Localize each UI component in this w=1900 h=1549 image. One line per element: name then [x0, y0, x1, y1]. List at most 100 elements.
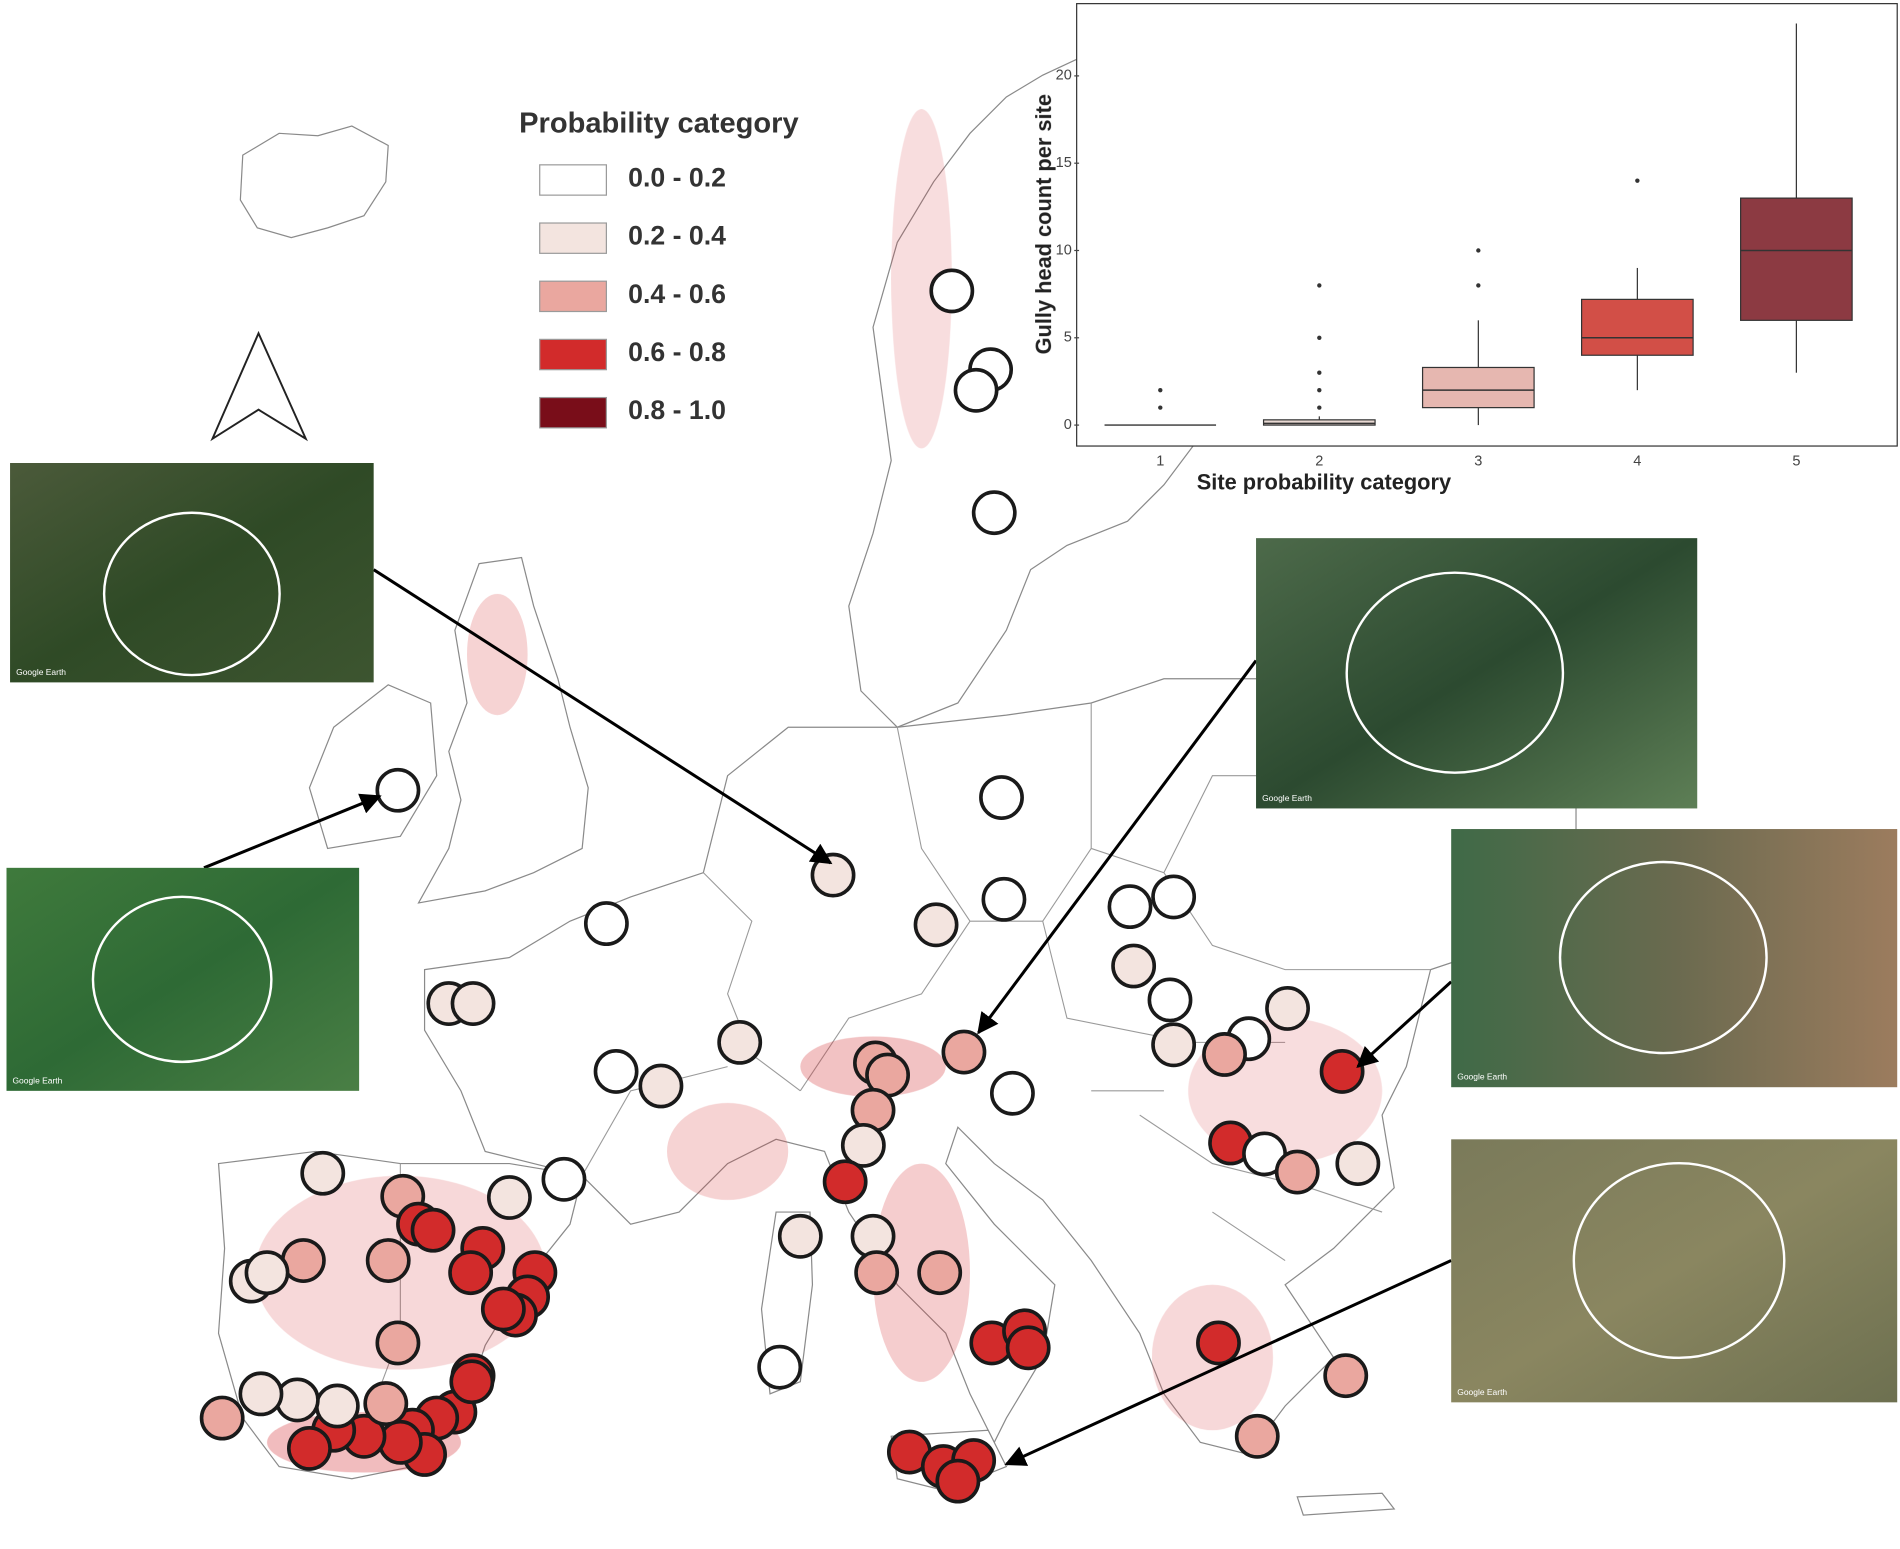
- site-marker: [989, 1070, 1035, 1116]
- y-axis-label: Gully head count per site: [1031, 94, 1056, 354]
- outlier: [1317, 283, 1322, 288]
- site-marker: [971, 490, 1017, 536]
- site-marker: [363, 1381, 409, 1426]
- site-boundary: [91, 895, 273, 1064]
- legend-label: 0.0 - 0.2: [628, 162, 726, 192]
- site-marker: [1335, 1141, 1381, 1186]
- uk: [417, 556, 589, 904]
- x-tick-label: 4: [1633, 454, 1641, 470]
- pointer-arrow: [372, 568, 833, 865]
- legend: Probability category 0.0 - 0.2 0.2 - 0.4 0…: [519, 108, 799, 429]
- site-marker: [541, 1156, 587, 1202]
- satellite-image: [1451, 1139, 1898, 1403]
- site-marker: [638, 1063, 684, 1109]
- legend-swatch: [539, 338, 607, 371]
- box: [1262, 419, 1376, 426]
- site-marker: [448, 1250, 494, 1296]
- satellite-image: [1256, 538, 1698, 809]
- site-marker: [1196, 1320, 1241, 1366]
- site-marker: [375, 1320, 421, 1366]
- site-marker: [854, 1250, 900, 1296]
- box: [1580, 298, 1694, 356]
- y-tick-label: 10: [1056, 242, 1072, 258]
- legend-swatch: [539, 164, 607, 196]
- site-marker: [840, 1122, 886, 1168]
- legend-label: 0.4 - 0.6: [628, 279, 726, 309]
- outlier: [1158, 405, 1163, 410]
- site-marker: [287, 1425, 332, 1471]
- site-marker: [935, 1458, 981, 1504]
- ireland: [308, 684, 438, 850]
- north-arrow: [210, 330, 308, 442]
- legend-label: 0.6 - 0.8: [628, 337, 726, 367]
- outlier: [1317, 387, 1322, 393]
- legend-label: 0.8 - 1.0: [628, 395, 726, 425]
- site-marker: [274, 1377, 320, 1423]
- site-marker: [1151, 1022, 1197, 1068]
- site-boundary: [102, 511, 281, 677]
- site-marker: [377, 1419, 423, 1465]
- site-boundary: [1558, 860, 1768, 1055]
- imagery-credit: Google Earth: [1457, 1387, 1507, 1397]
- site-marker: [199, 1395, 245, 1441]
- site-boundary: [1572, 1162, 1786, 1360]
- site-marker: [375, 767, 421, 813]
- site-marker: [410, 1207, 456, 1253]
- site-marker: [1265, 986, 1310, 1031]
- imagery-credit: Google Earth: [1262, 793, 1312, 803]
- outlier: [1635, 178, 1640, 183]
- site-marker: [449, 1359, 495, 1405]
- iceland: [239, 125, 389, 239]
- x-tick-label: 1: [1156, 454, 1164, 470]
- outlier: [1476, 248, 1481, 253]
- outlier: [1317, 370, 1322, 375]
- site-marker: [1151, 874, 1197, 920]
- site-marker: [314, 1383, 360, 1429]
- site-marker: [917, 1250, 963, 1296]
- pointer-arrow: [1004, 1259, 1452, 1466]
- site-marker: [810, 852, 856, 898]
- outlier: [1158, 387, 1163, 393]
- legend-title: Probability category: [519, 108, 799, 140]
- legend-label: 0.2 - 0.4: [628, 221, 726, 251]
- satellite-image: [10, 463, 374, 683]
- pointer-arrow: [977, 659, 1258, 1035]
- site-marker: [777, 1213, 823, 1259]
- legend-swatch: [539, 396, 607, 429]
- satellite-image: [6, 867, 360, 1091]
- site-marker: [981, 876, 1027, 922]
- site-marker: [717, 1019, 763, 1065]
- crete: [1296, 1492, 1396, 1516]
- site-marker: [593, 1049, 639, 1094]
- box: [1421, 366, 1535, 409]
- satellite-insets: Google Earth Google Earth Google Earth Goog…: [6, 463, 1898, 1466]
- legend-swatch: [539, 280, 607, 313]
- site-marker: [365, 1238, 411, 1283]
- site-marker: [757, 1344, 803, 1390]
- site-marker: [1323, 1353, 1369, 1399]
- outlier: [1317, 405, 1322, 410]
- site-marker: [486, 1175, 532, 1220]
- sites: [199, 268, 1381, 1504]
- outlier: [1476, 283, 1481, 288]
- x-tick-label: 5: [1792, 454, 1800, 470]
- site-marker: [1234, 1413, 1280, 1459]
- site-marker: [1147, 977, 1193, 1023]
- site-marker: [1111, 943, 1157, 989]
- imagery-credit: Google Earth: [1457, 1072, 1507, 1082]
- y-tick-label: 0: [1064, 417, 1072, 433]
- pointer-arrow: [1356, 980, 1453, 1069]
- continent: [423, 678, 1577, 1456]
- legend-swatch: [539, 222, 607, 254]
- site-marker: [480, 1286, 526, 1332]
- imagery-credit: Google Earth: [16, 667, 66, 677]
- x-tick-label: 3: [1474, 454, 1482, 470]
- site-marker: [1319, 1049, 1365, 1094]
- y-tick-label: 5: [1064, 330, 1072, 346]
- site-marker: [1107, 884, 1153, 930]
- outlier: [1317, 335, 1322, 340]
- site-marker: [941, 1029, 987, 1075]
- site-marker: [979, 775, 1024, 820]
- site-marker: [244, 1250, 290, 1296]
